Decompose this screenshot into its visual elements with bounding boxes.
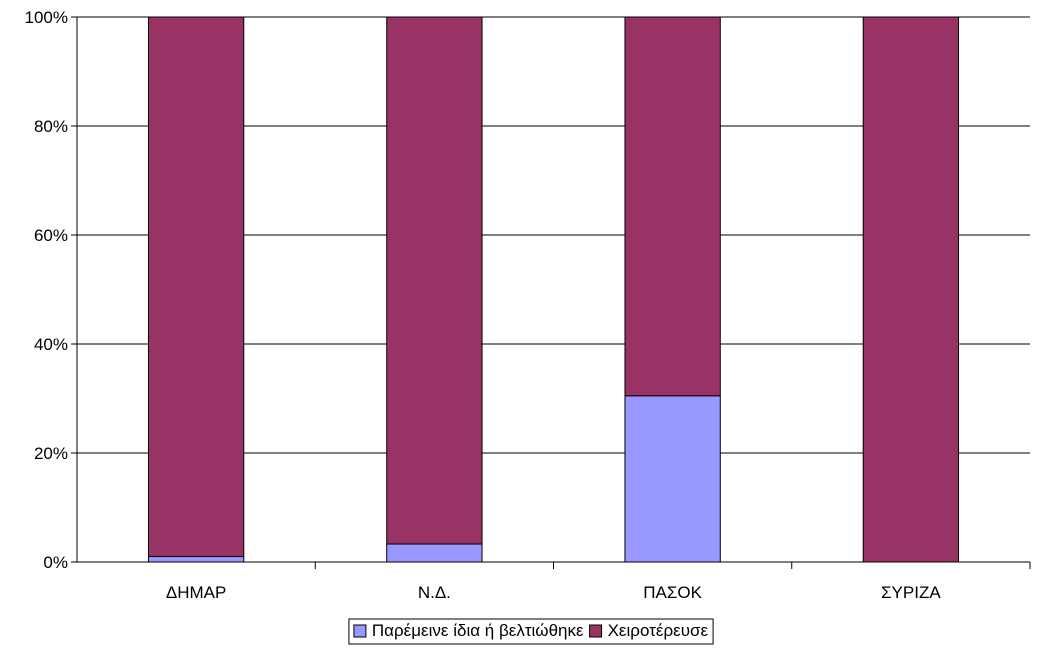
legend-label: Παρέμεινε ίδια ή βελτιώθηκε <box>372 621 584 640</box>
y-tick-label: 100% <box>25 8 68 27</box>
legend-box <box>348 618 714 645</box>
x-tick-label: ΠΑΣΟΚ <box>643 583 702 602</box>
legend-swatch <box>589 624 603 638</box>
y-tick-label: 60% <box>34 226 68 245</box>
legend-swatch <box>353 624 367 638</box>
x-tick-label: Ν.Δ. <box>418 583 451 602</box>
y-tick-label: 40% <box>34 335 68 354</box>
bar-segment <box>147 556 245 563</box>
x-tick-label: ΣΥΡΙΖΑ <box>881 583 941 602</box>
y-tick-label: 0% <box>43 553 68 572</box>
bar-segment <box>862 16 960 563</box>
axes <box>71 16 1031 569</box>
x-tick-label: ΔΗΜΑΡ <box>166 583 226 602</box>
bar-segment <box>386 16 483 545</box>
bar-segment <box>386 543 483 563</box>
bars <box>147 16 960 563</box>
bar-segment <box>624 16 721 397</box>
legend-label: Χειροτέρευσε <box>608 621 709 640</box>
bar-segment <box>624 395 721 563</box>
bar-segment <box>147 16 245 558</box>
y-tick-label: 80% <box>34 117 68 136</box>
y-tick-labels: 0% 20% 40% 60% 80% 100% <box>25 8 68 572</box>
x-tick-labels: ΔΗΜΑΡ Ν.Δ. ΠΑΣΟΚ ΣΥΡΙΖΑ <box>166 583 941 602</box>
legend: Παρέμεινε ίδια ή βελτιώθηκε Χειροτέρευσε <box>348 618 714 645</box>
y-tick-label: 20% <box>34 444 68 463</box>
